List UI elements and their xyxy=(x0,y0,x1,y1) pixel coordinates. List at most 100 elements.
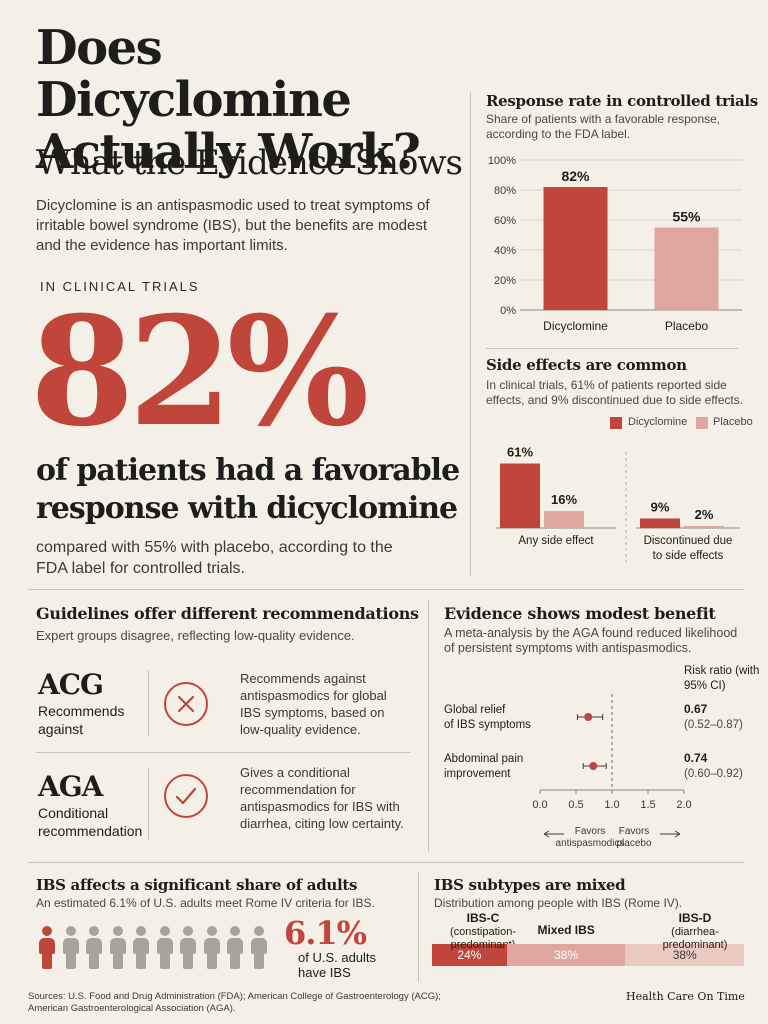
divider-mid xyxy=(28,589,744,590)
y-tick-label: 40% xyxy=(494,245,516,257)
forest-row-label: of IBS symptoms xyxy=(444,719,531,731)
favors-right-label: Favors xyxy=(619,826,650,837)
brand-name: Health Care On Time xyxy=(626,990,745,1003)
forest-rr-value: 0.67 xyxy=(684,702,708,716)
divider-vertical-mid xyxy=(428,600,429,852)
response-title: Response rate in controlled trials xyxy=(486,92,758,110)
favors-left-label: Favors xyxy=(575,826,606,837)
people-pictogram xyxy=(38,926,278,972)
page-title: Does Dicyclomine Actually Work? xyxy=(36,20,421,180)
side-effect-bar xyxy=(684,525,724,528)
side-effect-bar xyxy=(500,463,540,528)
subtype-segment: 38% xyxy=(625,944,744,966)
legend-swatch-placebo xyxy=(696,417,708,429)
divider-lower xyxy=(28,862,744,863)
y-tick-label: 100% xyxy=(488,155,516,167)
forest-row-label: Global relief xyxy=(444,704,506,716)
guidelines-title: Guidelines offer different recommendatio… xyxy=(36,604,419,623)
arrow-left-icon xyxy=(543,830,564,838)
guideline-label-aga: Conditional recommendation xyxy=(38,805,143,839)
forest-row-label: Abdominal pain xyxy=(444,753,523,765)
hero-caption: of patients had a favorable response wit… xyxy=(36,453,460,526)
guideline-divider-aga xyxy=(148,768,149,840)
response-bar-label: 55% xyxy=(672,209,701,225)
forest-row-label: improvement xyxy=(444,768,511,780)
side-effect-bar-label: 61% xyxy=(507,445,533,460)
x-tick-label: Any side effect xyxy=(518,535,594,547)
guideline-text-aga: Gives a conditional recommendation for a… xyxy=(240,765,404,831)
hero-subtext: compared with 55% with placebo, accordin… xyxy=(36,539,393,577)
guideline-separator xyxy=(36,752,410,753)
y-tick-label: 0% xyxy=(500,305,516,317)
side-effects-title: Side effects are common xyxy=(486,356,687,374)
x-tick-label: 0.0 xyxy=(532,799,547,811)
adults-title: IBS affects a significant share of adult… xyxy=(36,876,358,894)
hero-eyebrow: IN CLINICAL TRIALS xyxy=(40,279,200,294)
side-effect-bar-label: 9% xyxy=(651,499,670,514)
divider-right-mid xyxy=(486,348,738,349)
person-icon xyxy=(156,926,174,970)
response-bar xyxy=(654,227,719,310)
forest-plot: 0.0 0.5 1.0 1.5 2.0 Global relief of IBS sympt… xyxy=(444,694,743,849)
evidence-subtitle: A meta-analysis by the AGA found reduced… xyxy=(444,626,738,655)
subtype-label: Mixed IBS xyxy=(507,924,626,938)
subtype-name: IBS-D xyxy=(678,911,712,925)
response-chart: 0% 20% 40% 60% 80% 100% 82% Dicyclomine 55% Place… xyxy=(488,155,742,333)
y-tick-label: 20% xyxy=(494,275,516,287)
person-icon xyxy=(109,926,127,970)
legend-label-placebo: Placebo xyxy=(713,416,753,428)
subtypes-title: IBS subtypes are mixed xyxy=(434,876,626,894)
x-tick-label: 1.5 xyxy=(640,799,655,811)
subtypes-bar: 24% IBS-C (constipation-predominant) 38% Mix… xyxy=(432,912,744,972)
adults-subtitle: An estimated 6.1% of U.S. adults meet Ro… xyxy=(36,896,375,910)
guideline-label-acg: Recommends against xyxy=(38,703,125,737)
adults-value: 6.1% xyxy=(284,914,367,952)
subtype-desc: (constipation-predominant) xyxy=(449,926,517,951)
y-tick-label: 80% xyxy=(494,185,516,197)
divider-vertical-bottom xyxy=(418,872,419,982)
sources-text: Sources: U.S. Food and Drug Administrati… xyxy=(28,991,441,1014)
person-icon xyxy=(38,926,56,970)
subtype-label: IBS-C (constipation-predominant) xyxy=(428,912,538,952)
response-bar xyxy=(543,187,608,310)
side-effects-chart: 61% 16% Any side effect 9% 2% Discontinued du… xyxy=(496,445,740,562)
forest-point xyxy=(589,762,598,770)
forest-ci-value: (0.60–0.92) xyxy=(684,768,743,780)
forest-rr-value: 0.74 xyxy=(684,751,708,765)
x-tick-label: Dicyclomine xyxy=(543,319,608,333)
x-tick-label: 1.0 xyxy=(604,799,619,811)
guidelines-subtitle: Expert groups disagree, reflecting low-q… xyxy=(36,628,355,643)
guideline-code-acg: ACG xyxy=(38,668,104,701)
x-tick-label: Placebo xyxy=(665,319,709,333)
subtype-segment: 24% xyxy=(432,944,507,966)
risk-ratio-header: Risk ratio (with 95% CI) xyxy=(684,665,760,692)
y-tick-label: 60% xyxy=(494,215,516,227)
adults-caption: of U.S. adults have IBS xyxy=(298,950,377,980)
person-icon xyxy=(203,926,221,970)
x-circle-icon xyxy=(164,682,208,726)
side-effect-bar-label: 2% xyxy=(695,507,714,522)
x-tick-label: 0.5 xyxy=(568,799,583,811)
legend-label-dicyclomine: Dicyclomine xyxy=(628,416,688,428)
person-icon xyxy=(132,926,150,970)
page-subtitle: What the Evidence Shows xyxy=(36,143,463,183)
check-circle-icon xyxy=(164,774,208,818)
response-bar-label: 82% xyxy=(561,168,590,184)
person-icon xyxy=(85,926,103,970)
subtypes-subtitle: Distribution among people with IBS (Rome… xyxy=(434,896,683,910)
guideline-text-acg: Recommends against antispasmodics for gl… xyxy=(240,671,387,737)
side-effects-subtitle: In clinical trials, 61% of patients repo… xyxy=(486,378,744,407)
guideline-code-aga: AGA xyxy=(38,770,103,803)
side-effect-bar xyxy=(544,511,584,528)
forest-point xyxy=(584,713,593,721)
response-subtitle: Share of patients with a favorable respo… xyxy=(486,112,721,141)
x-tick-label: 2.0 xyxy=(676,799,691,811)
favors-right-label: placebo xyxy=(616,838,651,849)
x-tick-label: to side effects xyxy=(653,550,724,562)
divider-vertical-top xyxy=(470,92,471,576)
x-tick-label: Discontinued due xyxy=(644,535,733,547)
person-icon xyxy=(62,926,80,970)
arrow-right-icon xyxy=(660,830,681,838)
subtype-segment: 38% xyxy=(506,944,626,966)
subtype-name: IBS-C xyxy=(466,911,500,925)
